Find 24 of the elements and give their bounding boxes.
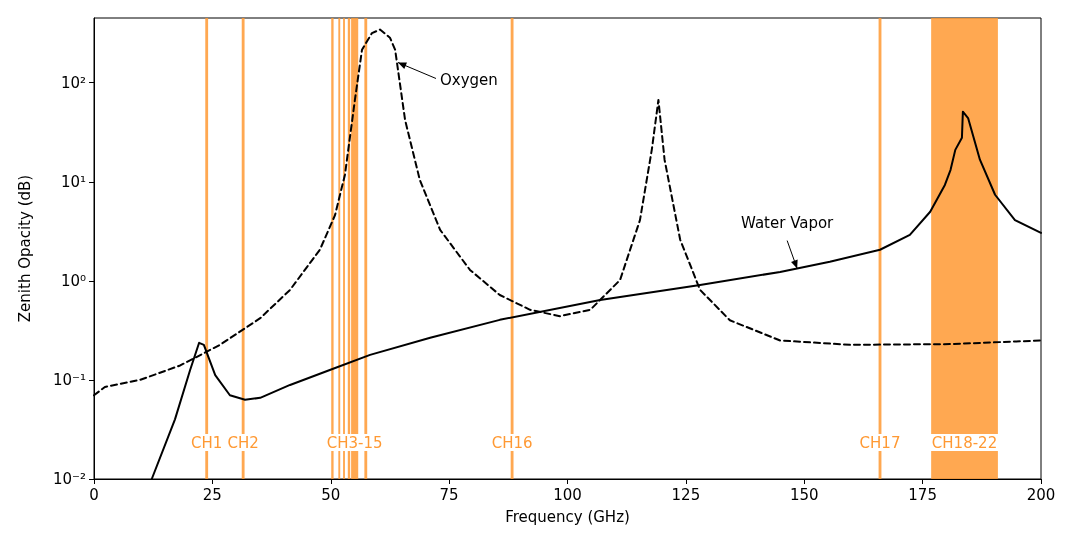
annotation: Oxygen: [439, 71, 498, 90]
band-label: CH17: [859, 433, 901, 452]
y-tick-label: 10⁻¹: [52, 370, 86, 389]
band-label: CH18-22: [931, 433, 998, 452]
x-tick-label: 0: [89, 485, 99, 504]
x-tick-label: 200: [1026, 485, 1056, 504]
x-tick-label: 75: [439, 485, 459, 504]
y-tick-label: 10¹: [60, 172, 86, 191]
y-axis-title: Zenith Opacity (dB): [15, 174, 34, 323]
x-axis-title: Frequency (GHz): [505, 507, 630, 526]
y-tick-label: 10⁻²: [52, 470, 86, 488]
x-tick-label: 125: [671, 485, 701, 504]
band-label: CH3-15: [326, 433, 383, 452]
band-label: CH1: [191, 433, 223, 452]
y-tick-label: 10²: [60, 73, 86, 92]
x-tick-label: 50: [321, 485, 341, 504]
x-tick-label: 175: [908, 485, 937, 504]
x-tick-label: 100: [553, 485, 582, 504]
x-tick-label: 150: [789, 485, 819, 504]
band-label: CH2: [227, 433, 259, 452]
x-tick-label: 25: [202, 485, 222, 504]
y-tick-label: 10⁰: [60, 271, 86, 290]
band-label: CH16: [491, 433, 533, 452]
annotation: Water Vapor: [741, 214, 835, 233]
